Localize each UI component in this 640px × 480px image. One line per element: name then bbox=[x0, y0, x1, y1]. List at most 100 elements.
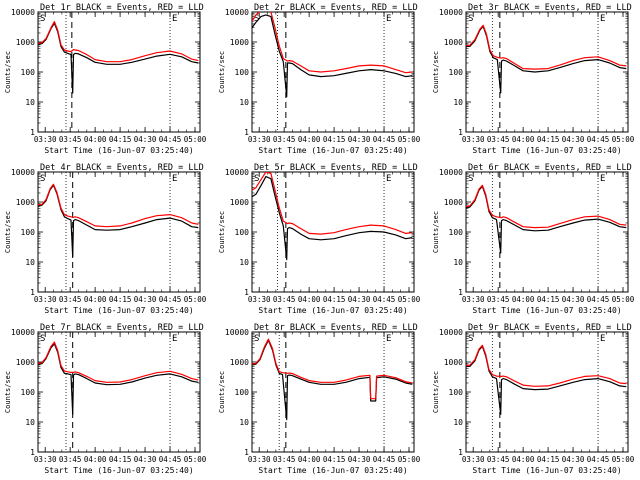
plot-frame bbox=[37, 331, 201, 453]
x-tick-label: 03:30 bbox=[248, 455, 271, 464]
end-marker-label: E bbox=[386, 14, 391, 24]
y-tick-label: 10 bbox=[453, 98, 463, 107]
x-tick-label: 04:15 bbox=[537, 135, 560, 144]
x-tick-label: 05:00 bbox=[612, 455, 635, 464]
x-tick-label: 04:15 bbox=[109, 295, 132, 304]
panel-title: Det 4r BLACK = Events, RED = LLD bbox=[40, 163, 204, 173]
series-line-lld bbox=[466, 24, 627, 70]
x-tick-label: 04:45 bbox=[159, 455, 182, 464]
series-line-events bbox=[466, 25, 627, 94]
series-line-lld bbox=[38, 183, 199, 228]
y-tick-label: 10000 bbox=[11, 328, 35, 337]
y-tick-label: 1 bbox=[458, 128, 463, 137]
plot-frame bbox=[465, 11, 629, 133]
panel-3: Det 3r BLACK = Events, RED = LLD 1 10 100 10… bbox=[432, 3, 635, 155]
x-tick-label: 03:30 bbox=[34, 295, 57, 304]
panel-title: Det 2r BLACK = Events, RED = LLD bbox=[254, 3, 418, 13]
end-marker-label: E bbox=[386, 174, 391, 184]
y-tick-label: 100 bbox=[21, 228, 36, 237]
end-marker-label: E bbox=[600, 174, 605, 184]
y-tick-label: 100 bbox=[449, 228, 464, 237]
series-line-events bbox=[466, 185, 627, 254]
y-axis-label: Counts/sec bbox=[432, 51, 440, 93]
x-tick-label: 04:45 bbox=[373, 455, 396, 464]
y-tick-label: 1 bbox=[458, 288, 463, 297]
panel-8: Det 8r BLACK = Events, RED = LLD 1 10 100 10… bbox=[218, 323, 421, 475]
x-tick-label: 03:45 bbox=[273, 295, 296, 304]
y-tick-label: 10000 bbox=[11, 8, 35, 17]
x-tick-label: 04:00 bbox=[512, 455, 535, 464]
x-tick-label: 04:45 bbox=[373, 295, 396, 304]
x-tick-label: 05:00 bbox=[398, 135, 421, 144]
x-tick-label: 03:45 bbox=[59, 295, 82, 304]
plot-frame bbox=[465, 171, 629, 293]
y-tick-label: 1 bbox=[30, 288, 35, 297]
series-line-events bbox=[252, 176, 413, 261]
y-axis-label: Counts/sec bbox=[218, 211, 226, 253]
x-tick-label: 04:30 bbox=[348, 455, 371, 464]
end-marker-label: E bbox=[172, 14, 177, 24]
x-tick-label: 05:00 bbox=[184, 295, 207, 304]
y-tick-label: 1 bbox=[30, 128, 35, 137]
x-tick-label: 05:00 bbox=[184, 455, 207, 464]
x-tick-label: 04:45 bbox=[159, 295, 182, 304]
y-tick-label: 10000 bbox=[439, 328, 463, 337]
y-tick-label: 10000 bbox=[11, 168, 35, 177]
y-tick-label: 100 bbox=[235, 388, 250, 397]
x-tick-label: 04:00 bbox=[298, 295, 321, 304]
panel-title: Det 9r BLACK = Events, RED = LLD bbox=[468, 323, 632, 333]
x-tick-label: 05:00 bbox=[398, 455, 421, 464]
panel-title: Det 8r BLACK = Events, RED = LLD bbox=[254, 323, 418, 333]
x-tick-label: 04:15 bbox=[323, 135, 346, 144]
y-tick-label: 1 bbox=[30, 448, 35, 457]
x-tick-label: 04:45 bbox=[587, 135, 610, 144]
y-tick-label: 1000 bbox=[230, 358, 249, 367]
panel-6: Det 6r BLACK = Events, RED = LLD 1 10 100 10… bbox=[432, 163, 635, 315]
x-tick-label: 04:30 bbox=[348, 135, 371, 144]
x-axis-label: Start Time (16-Jun-07 03:25:40) bbox=[44, 466, 193, 475]
x-tick-label: 04:30 bbox=[348, 295, 371, 304]
x-axis-label: Start Time (16-Jun-07 03:25:40) bbox=[258, 146, 407, 155]
series-line-lld bbox=[252, 338, 413, 400]
series-line-events bbox=[252, 339, 413, 421]
series-line-lld bbox=[38, 21, 199, 63]
y-tick-label: 10 bbox=[25, 98, 35, 107]
end-marker-label: E bbox=[600, 14, 605, 24]
y-tick-label: 1000 bbox=[16, 198, 35, 207]
start-marker-label: S bbox=[40, 14, 45, 24]
start-marker-label: S bbox=[40, 174, 45, 184]
y-tick-label: 1000 bbox=[444, 38, 463, 47]
start-marker-label: S bbox=[468, 174, 473, 184]
y-tick-label: 1000 bbox=[16, 358, 35, 367]
panel-title: Det 5r BLACK = Events, RED = LLD bbox=[254, 163, 418, 173]
panel-1: Det 1r BLACK = Events, RED = LLD 1 10 100 10… bbox=[4, 3, 207, 155]
y-axis-label: Counts/sec bbox=[4, 371, 12, 413]
y-tick-label: 10000 bbox=[225, 8, 249, 17]
panel-title: Det 7r BLACK = Events, RED = LLD bbox=[40, 323, 204, 333]
y-tick-label: 1000 bbox=[230, 38, 249, 47]
series-line-lld bbox=[466, 184, 627, 229]
series-line-lld bbox=[38, 341, 199, 383]
x-tick-label: 03:45 bbox=[59, 455, 82, 464]
y-axis-label: Counts/sec bbox=[218, 51, 226, 93]
y-axis-label: Counts/sec bbox=[4, 51, 12, 93]
x-axis-label: Start Time (16-Jun-07 03:25:40) bbox=[44, 146, 193, 155]
x-tick-label: 03:30 bbox=[462, 455, 485, 464]
x-axis-label: Start Time (16-Jun-07 03:25:40) bbox=[472, 466, 621, 475]
end-marker-label: E bbox=[172, 174, 177, 184]
x-tick-label: 04:15 bbox=[537, 295, 560, 304]
y-tick-label: 100 bbox=[449, 388, 464, 397]
y-tick-label: 1000 bbox=[444, 198, 463, 207]
x-tick-label: 04:00 bbox=[84, 455, 107, 464]
panel-title: Det 3r BLACK = Events, RED = LLD bbox=[468, 3, 632, 13]
y-tick-label: 10 bbox=[453, 258, 463, 267]
y-axis-label: Counts/sec bbox=[432, 211, 440, 253]
x-tick-label: 05:00 bbox=[612, 295, 635, 304]
end-marker-label: E bbox=[386, 334, 391, 344]
y-tick-label: 10 bbox=[25, 418, 35, 427]
y-tick-label: 1 bbox=[458, 448, 463, 457]
panel-title: Det 1r BLACK = Events, RED = LLD bbox=[40, 3, 204, 13]
y-tick-label: 1 bbox=[244, 128, 249, 137]
x-tick-label: 03:45 bbox=[487, 295, 510, 304]
